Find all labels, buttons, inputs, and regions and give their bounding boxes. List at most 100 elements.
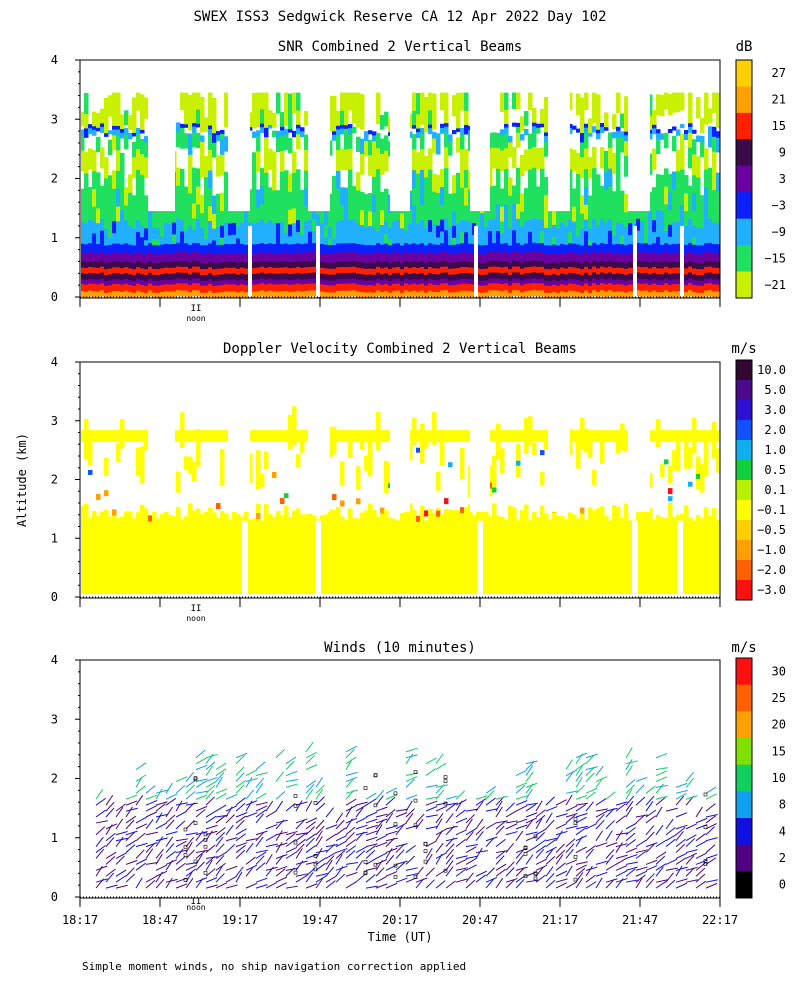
snr-cell [612, 261, 617, 269]
snr-cell [280, 171, 285, 190]
wind-barb [605, 842, 618, 848]
doppler-cell [280, 515, 285, 595]
snr-cell [164, 267, 169, 274]
snr-cell [392, 278, 397, 285]
snr-cell [92, 188, 97, 207]
wind-barb [645, 873, 655, 883]
wind-barb [565, 805, 578, 812]
snr-cell [136, 204, 141, 221]
snr-cell [220, 129, 225, 134]
wind-barb [235, 802, 246, 812]
wind-barb [445, 880, 456, 889]
snr-cell [528, 231, 533, 244]
doppler-cell [88, 517, 93, 595]
snr-cell [476, 291, 481, 298]
snr-cell [588, 285, 593, 293]
snr-cell [264, 113, 269, 128]
snr-cell [216, 280, 221, 286]
snr-cell [624, 284, 629, 293]
wind-barb [115, 855, 125, 865]
snr-cell [536, 272, 541, 279]
snr-cell [216, 238, 221, 246]
snr-cell [256, 278, 261, 285]
wind-barb [665, 872, 674, 883]
snr-cell [436, 210, 441, 226]
snr-cell [540, 123, 545, 128]
snr-cell [484, 244, 489, 254]
snr-cell [268, 148, 273, 171]
snr-cell [308, 278, 313, 284]
wind-barb [305, 845, 316, 853]
snr-cell [208, 278, 213, 284]
snr-cell [712, 171, 717, 191]
calm-marker [393, 822, 398, 827]
snr-cell [676, 170, 681, 190]
snr-cell [320, 222, 325, 235]
wind-barb [205, 761, 216, 770]
wind-barb [685, 771, 695, 782]
wind-barb [175, 862, 186, 871]
snr-cell [504, 127, 509, 134]
wind-barb [155, 801, 168, 806]
snr-cell [360, 267, 365, 275]
snr-cell [180, 278, 185, 284]
snr-cell [692, 154, 697, 176]
snr-cell [240, 278, 245, 285]
doppler-cell [436, 508, 441, 595]
doppler-cell [140, 430, 145, 442]
snr-cell [688, 108, 693, 124]
snr-cell [324, 224, 329, 238]
snr-cell [244, 273, 249, 281]
wind-barb [405, 747, 418, 753]
snr-cell [676, 278, 681, 285]
snr-cell [700, 285, 705, 293]
snr-cell [468, 272, 473, 280]
doppler-cell [460, 448, 465, 480]
snr-cell [436, 279, 441, 286]
snr-cell [284, 134, 289, 150]
snr-cell [580, 274, 585, 282]
wind-barb [385, 830, 398, 836]
snr-cell [180, 127, 185, 134]
wind-barb [675, 782, 688, 788]
wind-barb [155, 836, 164, 847]
snr-cell [412, 124, 417, 129]
snr-cell [624, 244, 629, 255]
snr-cell [260, 282, 265, 291]
snr-cell [432, 252, 437, 263]
wind-barb [165, 793, 178, 800]
wind-barb [555, 854, 564, 865]
snr-cell [304, 170, 309, 189]
wind-barb [455, 858, 468, 865]
snr-cell [348, 231, 353, 244]
snr-cell [176, 167, 181, 186]
snr-cell [292, 207, 297, 224]
snr-cell [152, 274, 157, 281]
doppler-cell [188, 430, 193, 442]
wind-barb [475, 850, 488, 854]
snr-cell [92, 125, 97, 130]
snr-cell [104, 285, 109, 293]
wind-barb [215, 815, 226, 824]
snr-cell [460, 127, 465, 135]
wind-barb [675, 830, 684, 842]
snr-cell [220, 192, 225, 211]
snr-cell [88, 260, 93, 267]
snr-cell [276, 243, 281, 254]
wind-barb [245, 838, 258, 842]
snr-cell [336, 243, 341, 253]
snr-cell [204, 244, 209, 255]
snr-cell [140, 192, 145, 211]
snr-cell [272, 151, 277, 173]
snr-cell [652, 283, 657, 291]
wind-barb [235, 784, 245, 794]
wind-barb [195, 831, 208, 836]
wind-barb [365, 792, 377, 800]
snr-cell [492, 282, 497, 291]
snr-cell [376, 278, 381, 284]
wind-barb [655, 767, 668, 771]
snr-cell [92, 272, 97, 280]
snr-cell [652, 242, 657, 253]
wind-barb [295, 860, 304, 871]
